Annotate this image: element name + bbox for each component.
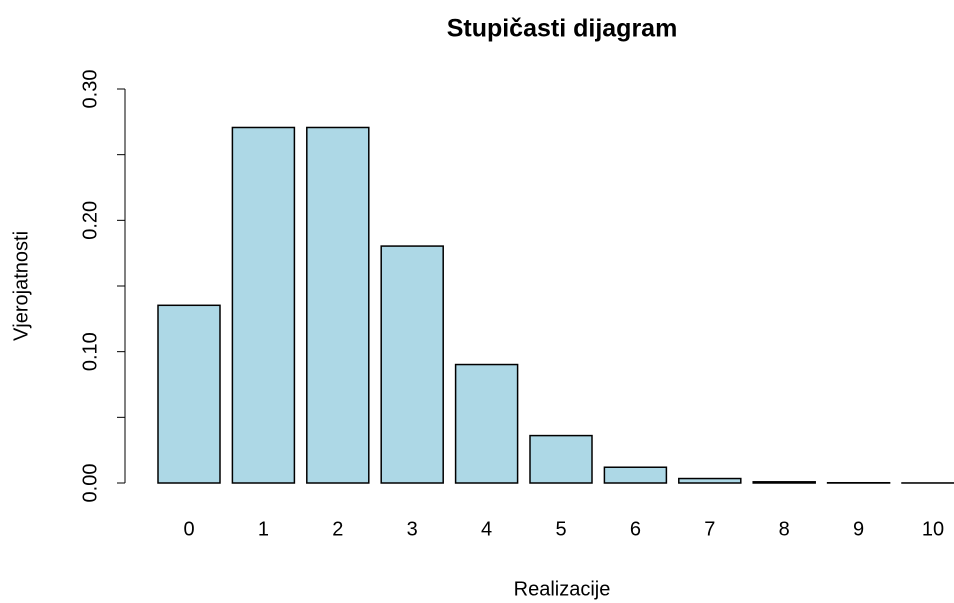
x-tick-label: 1 bbox=[258, 518, 269, 540]
x-tick-label: 3 bbox=[407, 518, 418, 540]
bar bbox=[678, 477, 742, 484]
bar bbox=[231, 126, 296, 484]
y-tick-label: 0.30 bbox=[79, 70, 101, 109]
bar bbox=[306, 126, 370, 484]
x-axis-label: Realizacije bbox=[514, 578, 611, 600]
x-tick-label: 6 bbox=[630, 518, 641, 540]
y-tick-label: 0.10 bbox=[79, 332, 101, 371]
bar bbox=[752, 481, 816, 484]
bar bbox=[380, 245, 444, 484]
x-tick-label: 0 bbox=[183, 518, 194, 540]
x-tick-label: 8 bbox=[779, 518, 790, 540]
x-tick-label: 2 bbox=[332, 518, 343, 540]
y-tick-label: 0.00 bbox=[79, 464, 101, 503]
y-axis-label: Vjerojatnosti bbox=[10, 231, 32, 341]
x-tick-label: 5 bbox=[555, 518, 566, 540]
chart-title: Stupičasti dijagram bbox=[447, 15, 678, 43]
y-tick-label: 0.20 bbox=[79, 201, 101, 240]
bar bbox=[157, 304, 221, 484]
bar bbox=[603, 466, 668, 484]
x-tick-label: 4 bbox=[481, 518, 492, 540]
x-tick-label: 10 bbox=[922, 518, 944, 540]
bar bbox=[529, 434, 593, 484]
x-tick-label: 7 bbox=[704, 518, 715, 540]
bar bbox=[454, 363, 519, 484]
x-tick-label: 9 bbox=[853, 518, 864, 540]
